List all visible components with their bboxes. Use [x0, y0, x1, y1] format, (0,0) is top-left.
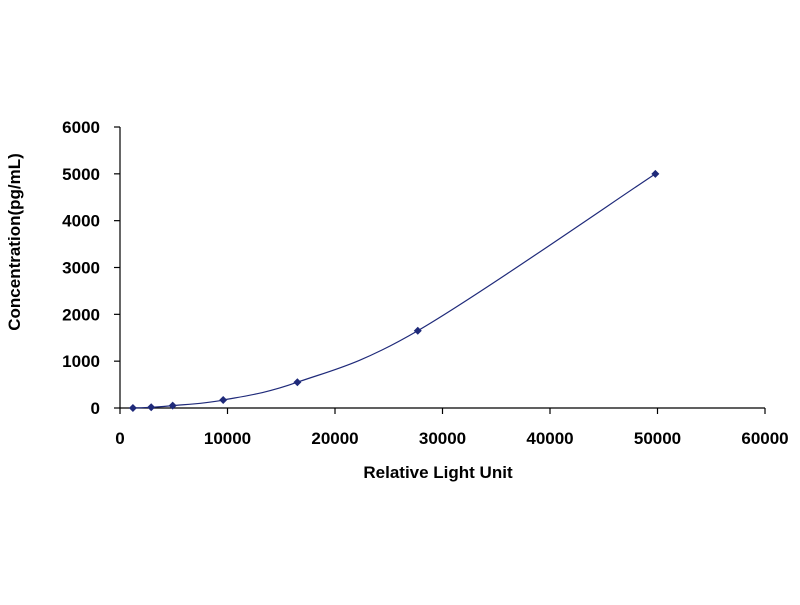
y-tick-label: 4000 — [62, 212, 100, 231]
x-tick-label: 60000 — [741, 429, 788, 448]
fit-curve — [132, 173, 656, 409]
y-tick-label: 0 — [91, 399, 100, 418]
x-tick-label: 0 — [115, 429, 124, 448]
x-tick-label: 40000 — [526, 429, 573, 448]
data-points — [128, 169, 660, 412]
data-point — [219, 396, 228, 405]
y-tick-label: 6000 — [62, 118, 100, 137]
axes — [119, 127, 765, 409]
data-point — [168, 401, 177, 410]
y-axis-title: Concentration(pg/mL) — [5, 153, 24, 331]
x-tick-label: 20000 — [311, 429, 358, 448]
data-point — [128, 404, 137, 412]
y-tick-label: 5000 — [62, 165, 100, 184]
x-tick-label: 10000 — [204, 429, 251, 448]
data-point — [413, 326, 422, 335]
fit-curve-layer — [132, 173, 656, 409]
y-tick-label: 2000 — [62, 305, 100, 324]
x-tick-label: 50000 — [634, 429, 681, 448]
data-point — [293, 378, 302, 387]
tick-marks — [114, 126, 766, 414]
data-point — [147, 403, 156, 412]
data-point — [651, 169, 660, 178]
x-axis-title: Relative Light Unit — [363, 463, 513, 482]
y-tick-label: 3000 — [62, 259, 100, 278]
x-tick-label: 30000 — [419, 429, 466, 448]
y-tick-label: 1000 — [62, 352, 100, 371]
